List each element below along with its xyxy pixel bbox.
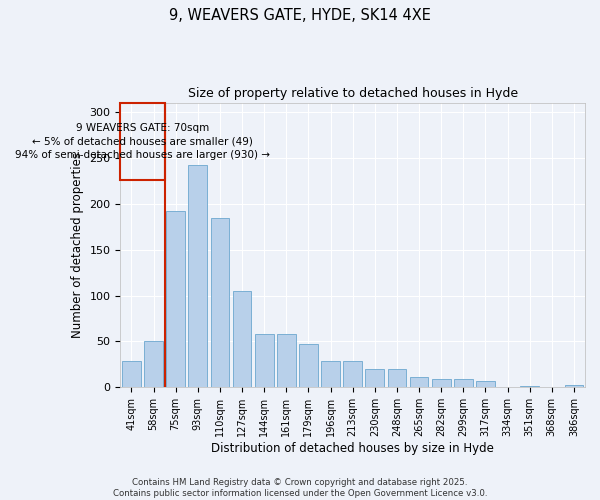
- Bar: [277, 334, 296, 388]
- Bar: [565, 384, 583, 388]
- Bar: [410, 378, 428, 388]
- Bar: [520, 386, 539, 388]
- Bar: [343, 361, 362, 388]
- Bar: [188, 166, 207, 388]
- Text: 9, WEAVERS GATE, HYDE, SK14 4XE: 9, WEAVERS GATE, HYDE, SK14 4XE: [169, 8, 431, 22]
- Title: Size of property relative to detached houses in Hyde: Size of property relative to detached ho…: [188, 88, 518, 101]
- Bar: [388, 369, 406, 388]
- Bar: [432, 379, 451, 388]
- Bar: [476, 381, 495, 388]
- Bar: [233, 291, 251, 388]
- Text: 9 WEAVERS GATE: 70sqm
← 5% of detached houses are smaller (49)
94% of semi-detac: 9 WEAVERS GATE: 70sqm ← 5% of detached h…: [15, 123, 270, 160]
- Y-axis label: Number of detached properties: Number of detached properties: [71, 152, 84, 338]
- Bar: [255, 334, 274, 388]
- X-axis label: Distribution of detached houses by size in Hyde: Distribution of detached houses by size …: [211, 442, 494, 455]
- Text: Contains HM Land Registry data © Crown copyright and database right 2025.
Contai: Contains HM Land Registry data © Crown c…: [113, 478, 487, 498]
- Bar: [122, 361, 141, 388]
- Bar: [321, 361, 340, 388]
- Bar: [211, 218, 229, 388]
- Bar: [166, 212, 185, 388]
- Bar: [299, 344, 318, 388]
- Bar: [454, 379, 473, 388]
- Bar: [365, 369, 384, 388]
- Bar: [144, 342, 163, 388]
